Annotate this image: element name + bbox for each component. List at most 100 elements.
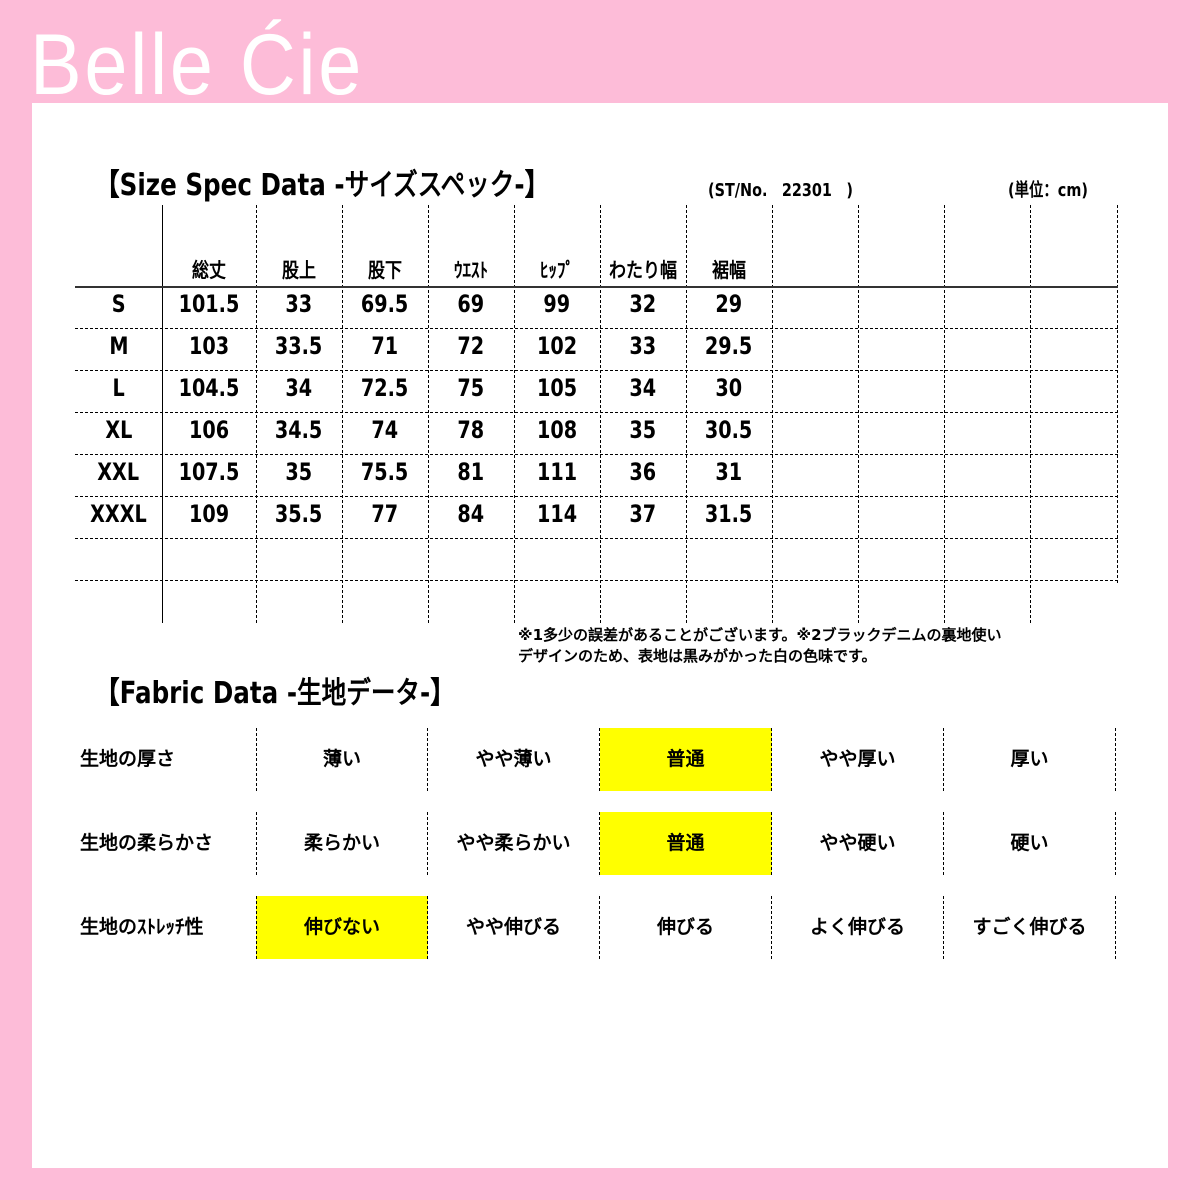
- cell-value: 105: [536, 374, 578, 402]
- fabric-option: 伸びる: [600, 896, 772, 959]
- fabric-option: 柔らかい: [256, 812, 428, 875]
- style-number: (ST/No. 22301 ): [708, 180, 853, 201]
- column-divider: [514, 205, 515, 623]
- column-divider: [772, 205, 773, 623]
- row-divider: [75, 538, 1118, 539]
- fabric-option-selected: 普通: [600, 812, 772, 875]
- fabric-row: 生地の柔らかさ 柔らかい やや柔らかい 普通 やや硬い 硬い: [75, 812, 1120, 875]
- fabric-option: よく伸びる: [772, 896, 944, 959]
- table-cell: 31.5: [686, 500, 772, 528]
- column-header: ｳｴｽﾄ: [428, 254, 514, 283]
- table-cell: 35.5: [256, 500, 342, 528]
- table-cell: 77: [342, 500, 428, 528]
- table-cell: 99: [514, 290, 600, 318]
- table-cell: 34.5: [256, 416, 342, 444]
- column-header: わたり幅: [600, 254, 686, 283]
- table-cell: 69: [428, 290, 514, 318]
- size-label: XL: [75, 416, 162, 444]
- size-name: M: [108, 332, 129, 360]
- cell-value: 29.5: [705, 332, 753, 360]
- table-cell: 114: [514, 500, 600, 528]
- cell-value: 69.5: [361, 290, 409, 318]
- table-cell: 109: [162, 500, 256, 528]
- column-header-label: 裾幅: [712, 258, 746, 282]
- table-cell: 31: [686, 458, 772, 486]
- column-divider: [162, 205, 163, 623]
- fabric-option: やや硬い: [772, 812, 944, 875]
- column-divider: [256, 205, 257, 623]
- cell-value: 107.5: [178, 458, 240, 486]
- row-divider: [75, 328, 1118, 329]
- cell-value: 34: [629, 374, 657, 402]
- cell-value: 72: [457, 332, 485, 360]
- cell-value: 106: [188, 416, 230, 444]
- cell-value: 75: [457, 374, 485, 402]
- column-divider: [342, 205, 343, 623]
- cell-value: 103: [188, 332, 230, 360]
- column-header-label: ﾋｯﾌﾟ: [540, 258, 574, 282]
- cell-value: 104.5: [178, 374, 240, 402]
- notes: ※1多少の誤差があることがございます。※2ブラックデニムの裏地使い デザインのた…: [518, 625, 1002, 667]
- cell-value: 34: [285, 374, 313, 402]
- cell-value: 101.5: [178, 290, 240, 318]
- cell-value: 109: [188, 500, 230, 528]
- fabric-option: やや伸びる: [428, 896, 600, 959]
- cell-value: 77: [371, 500, 399, 528]
- cell-value: 84: [457, 500, 485, 528]
- cell-value: 33.5: [275, 332, 323, 360]
- column-divider: [600, 205, 601, 623]
- table-cell: 101.5: [162, 290, 256, 318]
- cell-value: 111: [536, 458, 578, 486]
- table-cell: 33: [256, 290, 342, 318]
- cell-value: 30: [715, 374, 743, 402]
- column-header-label: 股上: [282, 258, 316, 282]
- fabric-row: 生地のｽﾄﾚｯﾁ性 伸びない やや伸びる 伸びる よく伸びる すごく伸びる: [75, 896, 1120, 959]
- cell-value: 75.5: [361, 458, 409, 486]
- column-header: ﾋｯﾌﾟ: [514, 254, 600, 283]
- size-name: XL: [104, 416, 133, 444]
- table-cell: 75.5: [342, 458, 428, 486]
- fabric-label: 生地の厚さ: [80, 748, 176, 770]
- column-divider: [858, 205, 859, 623]
- cell-value: 102: [536, 332, 578, 360]
- table-cell: 35: [256, 458, 342, 486]
- cell-value: 35: [629, 416, 657, 444]
- note-line: ※1多少の誤差があることがございます。※2ブラックデニムの裏地使い: [518, 626, 1002, 644]
- table-cell: 81: [428, 458, 514, 486]
- cell-value: 81: [457, 458, 485, 486]
- row-divider: [75, 454, 1118, 455]
- cell-value: 72.5: [361, 374, 409, 402]
- column-divider: [1030, 205, 1031, 623]
- fabric-option-selected: 伸びない: [256, 896, 428, 959]
- cell-value: 35.5: [275, 500, 323, 528]
- column-header-label: わたり幅: [609, 258, 677, 282]
- cell-value: 30.5: [705, 416, 753, 444]
- column-header-label: 総丈: [192, 258, 226, 282]
- unit-label: (単位：cm): [1008, 180, 1088, 201]
- table-cell: 75: [428, 374, 514, 402]
- table-cell: 74: [342, 416, 428, 444]
- column-header-label: ｳｴｽﾄ: [454, 258, 488, 282]
- fabric-option: やや薄い: [428, 728, 600, 791]
- size-name: L: [112, 374, 125, 402]
- table-cell: 30.5: [686, 416, 772, 444]
- cell-value: 99: [543, 290, 571, 318]
- cell-value: 69: [457, 290, 485, 318]
- table-cell: 32: [600, 290, 686, 318]
- table-cell: 72: [428, 332, 514, 360]
- table-cell: 106: [162, 416, 256, 444]
- table-cell: 34: [256, 374, 342, 402]
- cell-value: 114: [536, 500, 578, 528]
- fabric-option: すごく伸びる: [944, 896, 1116, 959]
- column-divider: [1117, 205, 1118, 583]
- table-cell: 111: [514, 458, 600, 486]
- size-name: XXXL: [90, 500, 147, 528]
- table-cell: 35: [600, 416, 686, 444]
- fabric-label: 生地のｽﾄﾚｯﾁ性: [80, 916, 204, 938]
- cell-value: 31.5: [705, 500, 753, 528]
- column-divider: [428, 205, 429, 623]
- cell-value: 71: [371, 332, 399, 360]
- table-cell: 104.5: [162, 374, 256, 402]
- fabric-row: 生地の厚さ 薄い やや薄い 普通 やや厚い 厚い: [75, 728, 1120, 791]
- size-label: L: [75, 374, 162, 402]
